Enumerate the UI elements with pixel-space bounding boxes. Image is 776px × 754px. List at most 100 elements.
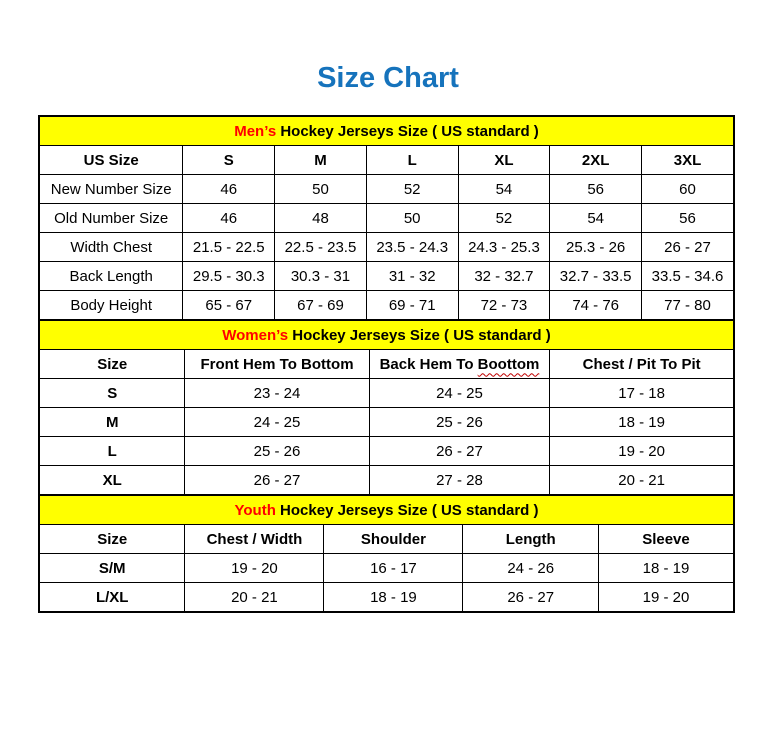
size-cell: 22.5 - 23.5 xyxy=(274,232,367,262)
banner-highlight: Women’s xyxy=(222,326,289,344)
size-cell: 18 - 19 xyxy=(597,553,735,583)
row-label: XL xyxy=(38,465,186,496)
row-label: S xyxy=(38,378,186,408)
table-row: XL 26 - 27 27 - 28 20 - 21 xyxy=(38,465,735,496)
size-cell: 20 - 21 xyxy=(549,465,735,496)
size-cell: 52 xyxy=(457,203,551,233)
womens-size-table: Women’s Hockey Jerseys Size ( US standar… xyxy=(38,319,735,496)
column-header: 3XL xyxy=(641,145,735,175)
size-cell: 69 - 71 xyxy=(365,290,459,321)
size-cell: 56 xyxy=(549,174,643,204)
row-label: Back Length xyxy=(38,261,184,291)
row-label: L xyxy=(38,436,186,466)
column-header: Size xyxy=(38,349,186,379)
size-cell: 20 - 21 xyxy=(184,582,325,613)
size-cell: 72 - 73 xyxy=(457,290,551,321)
column-header: Chest / Width xyxy=(184,524,325,554)
column-header: Front Hem To Bottom xyxy=(184,349,370,379)
table-row: Old Number Size 46 48 50 52 54 56 xyxy=(38,203,735,233)
size-cell: 74 - 76 xyxy=(549,290,643,321)
size-cell: 19 - 20 xyxy=(549,436,735,466)
column-header: XL xyxy=(457,145,551,175)
row-label: New Number Size xyxy=(38,174,184,204)
column-header: Shoulder xyxy=(323,524,464,554)
column-header: Length xyxy=(462,524,599,554)
row-label: Body Height xyxy=(38,290,184,321)
size-cell: 29.5 - 30.3 xyxy=(182,261,276,291)
banner-text: Hockey Jerseys Size ( US standard ) xyxy=(275,501,539,519)
youth-table-banner: Youth Hockey Jerseys Size ( US standard … xyxy=(38,494,735,525)
table-row: M 24 - 25 25 - 26 18 - 19 xyxy=(38,407,735,437)
size-cell: 26 - 27 xyxy=(184,465,370,496)
column-header-text: Back Hem To xyxy=(379,355,478,373)
size-cell: 25 - 26 xyxy=(184,436,370,466)
size-cell: 25.3 - 26 xyxy=(549,232,643,262)
page-title: Size Chart xyxy=(317,62,459,94)
size-cell: 18 - 19 xyxy=(549,407,735,437)
womens-header-row: Size Front Hem To Bottom Back Hem To Boott… xyxy=(38,349,735,379)
row-label: M xyxy=(38,407,186,437)
misspelled-word: Boottom xyxy=(477,355,540,373)
size-cell: 23 - 24 xyxy=(184,378,370,408)
size-cell: 50 xyxy=(365,203,459,233)
size-cell: 18 - 19 xyxy=(323,582,464,613)
size-cell: 26 - 27 xyxy=(641,232,735,262)
column-header: Chest / Pit To Pit xyxy=(549,349,735,379)
size-tables-container: Men’s Hockey Jerseys Size ( US standard … xyxy=(38,115,735,613)
womens-table-banner: Women’s Hockey Jerseys Size ( US standar… xyxy=(38,319,735,350)
size-cell: 26 - 27 xyxy=(462,582,599,613)
column-header: US Size xyxy=(38,145,184,175)
size-chart-page: Size Chart Men’s Hockey Jerseys Size ( U… xyxy=(0,62,776,613)
size-cell: 32.7 - 33.5 xyxy=(549,261,643,291)
mens-header-row: US Size S M L XL 2XL 3XL xyxy=(38,145,735,175)
banner-text: Hockey Jerseys Size ( US standard ) xyxy=(288,326,551,344)
row-label: L/XL xyxy=(38,582,186,613)
size-cell: 32 - 32.7 xyxy=(457,261,551,291)
table-row: S 23 - 24 24 - 25 17 - 18 xyxy=(38,378,735,408)
size-cell: 24 - 25 xyxy=(184,407,370,437)
table-row: Back Length 29.5 - 30.3 30.3 - 31 31 - 32 32… xyxy=(38,261,735,291)
table-row: L/XL 20 - 21 18 - 19 26 - 27 19 - 20 xyxy=(38,582,735,613)
column-header: M xyxy=(274,145,367,175)
size-cell: 33.5 - 34.6 xyxy=(641,261,735,291)
column-header: S xyxy=(182,145,276,175)
size-cell: 54 xyxy=(549,203,643,233)
table-row: L 25 - 26 26 - 27 19 - 20 xyxy=(38,436,735,466)
row-label: Width Chest xyxy=(38,232,184,262)
size-cell: 65 - 67 xyxy=(182,290,276,321)
size-cell: 50 xyxy=(274,174,367,204)
size-cell: 19 - 20 xyxy=(597,582,735,613)
column-header: Back Hem To Boottom xyxy=(368,349,551,379)
size-cell: 19 - 20 xyxy=(184,553,325,583)
banner-highlight: Men’s xyxy=(234,122,277,140)
table-row: Width Chest 21.5 - 22.5 22.5 - 23.5 23.5 - … xyxy=(38,232,735,262)
size-cell: 31 - 32 xyxy=(365,261,459,291)
size-cell: 25 - 26 xyxy=(368,407,551,437)
mens-size-table: Men’s Hockey Jerseys Size ( US standard … xyxy=(38,115,735,321)
size-cell: 17 - 18 xyxy=(549,378,735,408)
size-cell: 54 xyxy=(457,174,551,204)
size-cell: 27 - 28 xyxy=(368,465,551,496)
banner-text: Hockey Jerseys Size ( US standard ) xyxy=(276,122,539,140)
column-header: L xyxy=(365,145,459,175)
banner-highlight: Youth xyxy=(234,501,276,519)
size-cell: 77 - 80 xyxy=(641,290,735,321)
column-header: 2XL xyxy=(549,145,643,175)
size-cell: 60 xyxy=(641,174,735,204)
size-cell: 16 - 17 xyxy=(323,553,464,583)
row-label: Old Number Size xyxy=(38,203,184,233)
size-cell: 21.5 - 22.5 xyxy=(182,232,276,262)
mens-table-banner: Men’s Hockey Jerseys Size ( US standard … xyxy=(38,115,735,146)
size-cell: 46 xyxy=(182,203,276,233)
row-label: S/M xyxy=(38,553,186,583)
column-header: Sleeve xyxy=(597,524,735,554)
youth-size-table: Youth Hockey Jerseys Size ( US standard … xyxy=(38,494,735,613)
table-row: S/M 19 - 20 16 - 17 24 - 26 18 - 19 xyxy=(38,553,735,583)
size-cell: 46 xyxy=(182,174,276,204)
size-cell: 48 xyxy=(274,203,367,233)
size-cell: 67 - 69 xyxy=(274,290,367,321)
table-row: Body Height 65 - 67 67 - 69 69 - 71 72 - 73 7… xyxy=(38,290,735,321)
size-cell: 24 - 26 xyxy=(462,553,599,583)
column-header: Size xyxy=(38,524,186,554)
size-cell: 52 xyxy=(365,174,459,204)
